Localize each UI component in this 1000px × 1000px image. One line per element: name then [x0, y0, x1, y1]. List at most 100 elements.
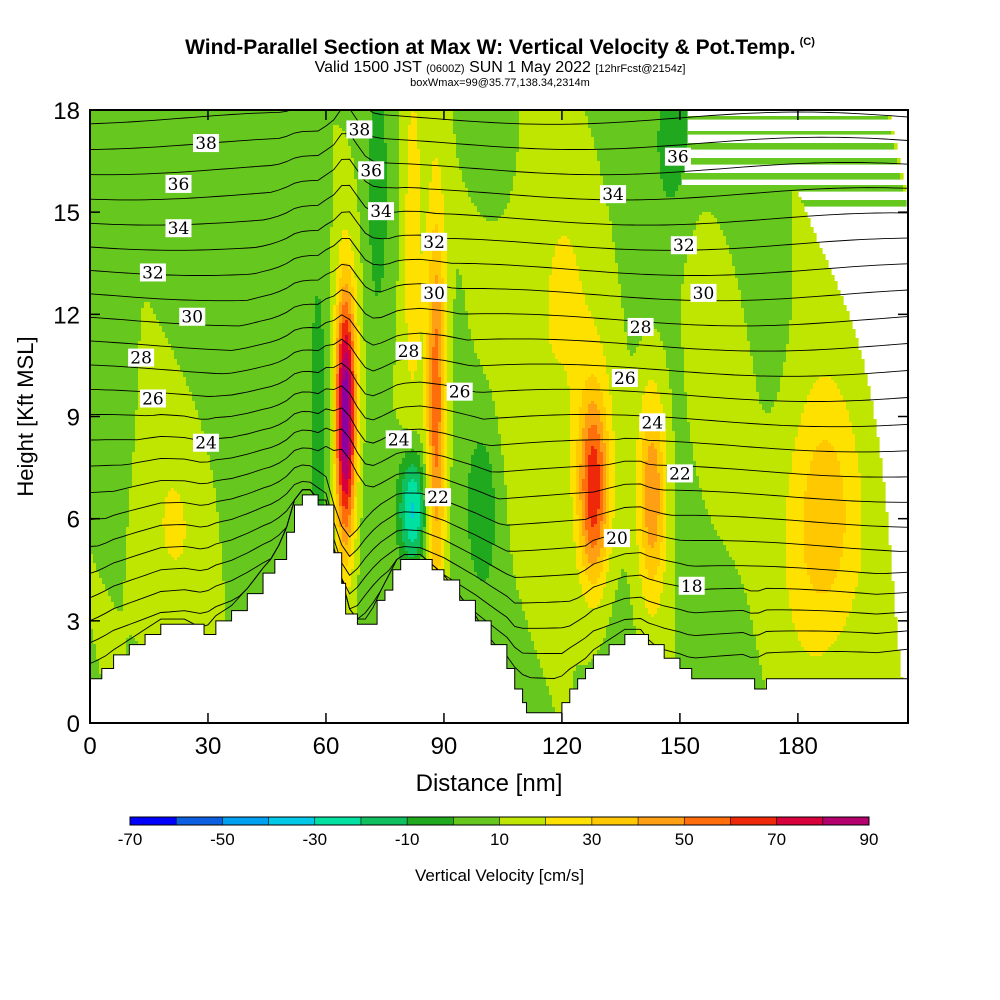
theta-label-text: 22 — [669, 464, 691, 484]
x-tick-label: 120 — [542, 733, 582, 760]
theta-line — [90, 362, 908, 402]
colorbar-swatch — [499, 817, 547, 825]
theta-line — [90, 338, 908, 377]
theta-label-text: 26 — [614, 369, 636, 389]
theta-label: 24 — [639, 413, 666, 433]
theta-label: 26 — [611, 369, 638, 389]
theta-label-text: 18 — [681, 577, 703, 597]
y-tick-label: 15 — [53, 200, 80, 227]
theta-label-text: 32 — [142, 263, 164, 283]
theta-label: 30 — [421, 283, 448, 304]
theta-line — [90, 36, 908, 74]
theta-line — [90, 427, 908, 478]
colorbar-swatch — [822, 817, 870, 825]
theta-label: 32 — [670, 236, 697, 256]
theta-label: 34 — [165, 219, 192, 239]
theta-label: 38 — [193, 134, 220, 154]
valid-time: Valid 1500 JST — [314, 59, 422, 76]
theta-label: 24 — [193, 433, 220, 454]
theta-label: 18 — [678, 576, 705, 597]
x-axis-label: Distance [nm] — [416, 770, 563, 797]
theta-line — [90, 184, 908, 226]
colorbar-tick-label: 50 — [675, 830, 694, 849]
theta-label: 32 — [139, 263, 166, 283]
theta-line — [90, 211, 908, 251]
theta-label: 20 — [603, 529, 630, 549]
theta-label-text: 34 — [370, 202, 392, 222]
contour-labels: 38 36 34 32 30 28 26 24 38 36 34 32 30 28 26 24 22 36 34 32… — [128, 120, 717, 597]
theta-label-text: 30 — [693, 284, 715, 304]
chart-title-main: Wind-Parallel Section at Max W: Vertical… — [185, 36, 796, 59]
x-tick-label: 60 — [313, 733, 340, 760]
theta-label: 34 — [368, 202, 395, 222]
theta-label-text: 28 — [130, 349, 152, 369]
y-tick-label: 0 — [67, 711, 80, 738]
forecast-info: [12hrFcst@2154z] — [595, 63, 686, 75]
theta-label-text: 28 — [398, 342, 420, 362]
boxwmax-info: boxWmax=99@35.77,138.34,2314m — [410, 77, 590, 89]
theta-label: 36 — [358, 161, 385, 181]
theta-label: 26 — [446, 382, 473, 403]
valid-utc: (0600Z) — [426, 63, 465, 75]
colorbar-swatch — [222, 817, 269, 825]
chart-subtitle: Valid 1500 JST (0600Z) SUN 1 May 2022 [1… — [0, 59, 1000, 77]
x-tick-label: 150 — [660, 733, 700, 760]
theta-label-text: 20 — [606, 529, 628, 549]
colorbar-tick-label: -30 — [302, 830, 327, 849]
colorbar-tick-label: 70 — [767, 830, 786, 849]
theta-label-text: 30 — [423, 284, 445, 304]
theta-line — [90, 489, 908, 578]
theta-line — [90, 263, 908, 302]
theta-label: 36 — [664, 147, 691, 168]
x-tick-label: 90 — [431, 733, 458, 760]
colorbar-tick-label: 10 — [490, 830, 509, 849]
theta-label: 30 — [179, 307, 206, 328]
theta-line — [90, 489, 908, 604]
y-tick-label: 12 — [53, 302, 80, 329]
theta-label-text: 24 — [388, 430, 410, 450]
theta-contours — [90, 36, 908, 679]
copyright-mark: (C) — [799, 36, 815, 48]
y-tick-label: 6 — [67, 507, 80, 534]
x-tick-label: 180 — [778, 733, 818, 760]
y-tick-label: 18 — [53, 98, 80, 125]
theta-label: 22 — [666, 464, 693, 484]
theta-label-text: 34 — [602, 185, 624, 205]
theta-line — [90, 407, 908, 453]
theta-line — [90, 238, 908, 276]
theta-label: 28 — [627, 317, 654, 338]
theta-label: 38 — [346, 120, 373, 140]
theta-line — [90, 314, 908, 352]
colorbar-swatch — [730, 817, 778, 825]
theta-label-text: 24 — [195, 434, 217, 454]
theta-line — [90, 60, 908, 99]
colorbar-swatch — [360, 817, 408, 825]
theta-line — [90, 133, 908, 176]
colorbar-tick-label: -70 — [118, 830, 143, 849]
colorbar-swatch — [638, 817, 685, 825]
colorbar-swatch — [314, 817, 362, 825]
x-tick-label: 0 — [83, 733, 96, 760]
theta-line — [90, 289, 908, 327]
valid-date: SUN 1 May 2022 — [469, 59, 591, 76]
theta-label: 30 — [690, 283, 717, 304]
theta-label-text: 26 — [142, 389, 164, 409]
colorbar: -70 -50 -30 -10 10 30 50 70 90 Vertical Velocity … — [118, 816, 878, 885]
theta-label: 28 — [395, 341, 422, 362]
theta-line — [90, 110, 908, 125]
theta-label-text: 28 — [630, 318, 652, 338]
colorbar-swatch — [268, 817, 316, 825]
x-tick-label: 30 — [195, 733, 222, 760]
theta-label-text: 24 — [642, 413, 664, 433]
theta-label: 28 — [128, 348, 155, 369]
y-axis-label: Height [Kft MSL] — [13, 336, 38, 496]
chart-title: Wind-Parallel Section at Max W: Vertical… — [0, 36, 1000, 60]
theta-line — [90, 158, 908, 201]
y-tick-label: 3 — [67, 609, 80, 636]
theta-line — [90, 110, 908, 150]
theta-label-text: 36 — [360, 161, 382, 181]
colorbar-swatch — [130, 817, 177, 825]
colorbar-swatch — [176, 817, 223, 825]
theta-label-text: 22 — [427, 488, 449, 508]
